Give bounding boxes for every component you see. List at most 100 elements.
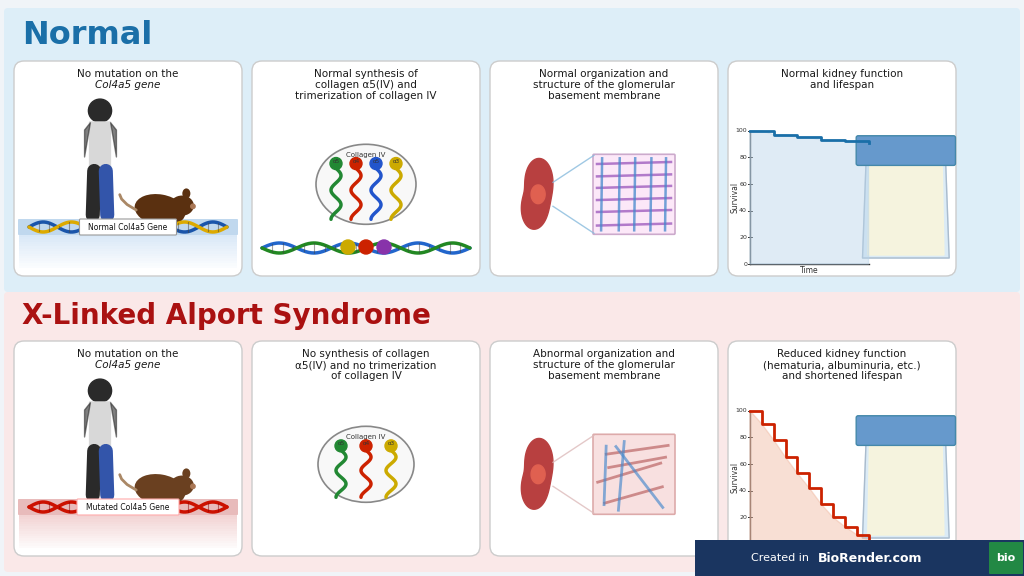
Text: Mutated Col4a5 Gene: Mutated Col4a5 Gene [86,502,170,511]
Text: Collagen IV: Collagen IV [346,152,386,158]
Polygon shape [862,444,949,538]
Text: Survival: Survival [730,462,739,493]
Circle shape [88,379,112,402]
Text: No mutation on the: No mutation on the [78,349,178,359]
Circle shape [190,484,196,488]
Text: Normal: Normal [22,20,153,51]
Polygon shape [750,411,868,544]
Text: No synthesis of collagen: No synthesis of collagen [302,349,430,359]
Bar [19,244,237,247]
Ellipse shape [170,476,194,496]
Bar [19,251,237,253]
Text: Survival: Survival [730,182,739,213]
Circle shape [88,99,112,122]
Bar [19,536,237,539]
Text: and lifespan: and lifespan [810,80,874,90]
Bar [19,510,237,512]
Bar [19,249,237,251]
Text: Normal kidney function: Normal kidney function [781,69,903,79]
Text: 100: 100 [735,408,746,413]
Bar [19,500,237,502]
Bar [19,232,237,234]
FancyBboxPatch shape [89,401,112,452]
Circle shape [370,158,382,169]
Text: 100: 100 [735,128,746,133]
Text: 20: 20 [739,515,746,520]
Circle shape [335,440,347,452]
Bar [19,259,237,261]
FancyBboxPatch shape [728,341,956,556]
FancyBboxPatch shape [18,499,238,515]
Text: and shortened lifespan: and shortened lifespan [781,371,902,381]
Text: α4: α4 [362,441,370,446]
FancyBboxPatch shape [4,292,1020,572]
FancyBboxPatch shape [14,341,242,556]
Circle shape [360,440,372,452]
Ellipse shape [170,195,194,215]
FancyBboxPatch shape [989,542,1023,574]
Text: Col4a5 gene: Col4a5 gene [95,80,161,90]
Text: collagen α5(IV) and: collagen α5(IV) and [315,80,417,90]
Circle shape [377,240,391,254]
FancyBboxPatch shape [14,61,242,276]
FancyBboxPatch shape [856,416,955,445]
Bar [19,522,237,524]
Bar [19,526,237,529]
Circle shape [330,158,342,169]
Text: 40: 40 [739,208,746,213]
Text: Col4a5 gene: Col4a5 gene [95,360,161,370]
Text: Collagen IV: Collagen IV [346,434,386,440]
Polygon shape [531,185,545,204]
Text: Normal Col4a5 Gene: Normal Col4a5 Gene [88,222,168,232]
Text: α3: α3 [392,160,399,164]
Text: α5: α5 [373,160,380,164]
Polygon shape [862,164,949,258]
Text: Created in: Created in [751,553,809,563]
Bar [19,545,237,548]
Bar [19,514,237,517]
Bar [19,247,237,249]
Bar [19,512,237,514]
FancyBboxPatch shape [252,61,480,276]
Bar [19,502,237,505]
Text: 20: 20 [739,235,746,240]
Bar [19,533,237,536]
Ellipse shape [318,426,414,502]
Bar [19,529,237,531]
Bar [19,227,237,230]
Bar [19,234,237,237]
Text: Normal synthesis of: Normal synthesis of [314,69,418,79]
Bar [19,505,237,507]
Circle shape [390,158,402,169]
Text: 0: 0 [743,541,746,547]
Text: α5: α5 [338,441,344,446]
Bar [19,531,237,533]
Text: 60: 60 [739,461,746,467]
FancyBboxPatch shape [490,61,718,276]
Bar [19,517,237,519]
Ellipse shape [134,194,185,226]
Text: of collagen IV: of collagen IV [331,371,401,381]
Text: X-Linked Alport Syndrome: X-Linked Alport Syndrome [22,302,431,330]
Text: α4: α4 [352,160,359,164]
Text: basement membrane: basement membrane [548,371,660,381]
Bar [19,230,237,232]
Text: 0: 0 [743,262,746,267]
Text: structure of the glomerular: structure of the glomerular [534,360,675,370]
Bar [19,253,237,256]
FancyBboxPatch shape [18,219,238,235]
Bar [19,225,237,227]
Text: α5: α5 [333,160,340,164]
Polygon shape [531,465,545,484]
Text: 40: 40 [739,488,746,493]
FancyBboxPatch shape [593,434,675,514]
Ellipse shape [182,468,190,479]
Circle shape [350,158,362,169]
Bar [19,239,237,241]
Bar [19,539,237,541]
Text: 80: 80 [739,435,746,440]
Text: basement membrane: basement membrane [548,91,660,101]
Text: Reduced kidney function: Reduced kidney function [777,349,906,359]
FancyBboxPatch shape [695,540,1024,576]
Bar [19,220,237,222]
